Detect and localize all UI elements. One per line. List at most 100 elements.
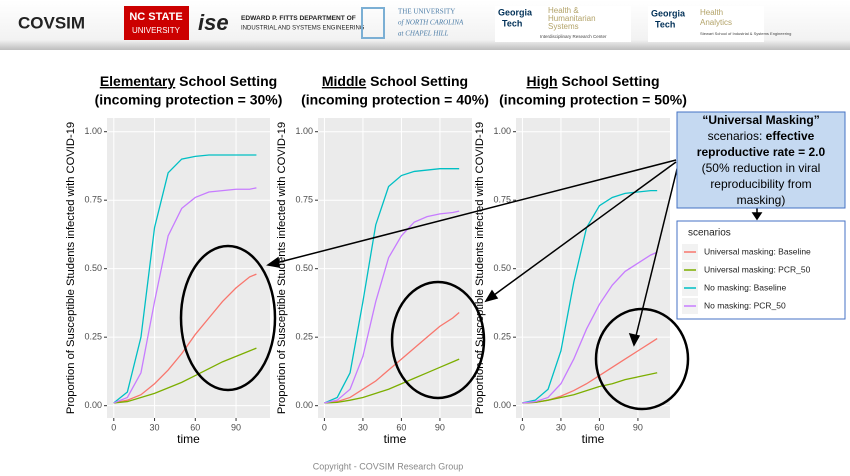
annotation-text: effective: [766, 129, 815, 143]
y-tick-label: 0.75: [84, 195, 102, 205]
logo-text: Tech: [655, 19, 675, 29]
app-title: COVSIM: [18, 13, 85, 32]
annotation: “Universal Masking” scenarios: effective r…: [697, 113, 826, 207]
chart-title: High School Setting: [527, 73, 660, 89]
x-axis-label: time: [384, 432, 407, 446]
logo-text: Systems: [548, 22, 579, 31]
annotation-line: “Universal Masking”: [702, 113, 819, 127]
y-tick-label: 0.00: [295, 400, 313, 410]
legend-label: Universal masking: Baseline: [704, 246, 811, 256]
logo-text: Stewart School of Industrial & Systems E…: [700, 31, 791, 36]
annotation-line: scenarios: effective: [708, 129, 815, 143]
x-tick-label: 60: [190, 422, 200, 432]
y-tick-label: 0.25: [493, 332, 511, 342]
arrow-head: [266, 256, 280, 268]
logo-text: Tech: [502, 18, 522, 28]
y-axis-label: Proportion of Susceptible Students infec…: [65, 122, 77, 414]
x-tick-label: 0: [520, 422, 525, 432]
y-tick-label: 0.00: [84, 400, 102, 410]
series-line: [113, 347, 257, 404]
series-line: [324, 168, 460, 404]
plot-panel: [516, 118, 670, 418]
legend-title: scenarios: [688, 228, 731, 239]
logo-text: Health &: [548, 6, 579, 15]
series-line: [522, 189, 658, 404]
logo-text: EDWARD P. FITTS DEPARTMENT OF: [241, 15, 356, 22]
y-tick-label: 0.75: [295, 195, 313, 205]
logo-text: Analytics: [700, 18, 732, 27]
arrow: [489, 161, 677, 299]
y-tick-label: 1.00: [84, 126, 102, 136]
chart-title-rest: School Setting: [175, 73, 277, 89]
logo-unc-mark: [361, 7, 385, 39]
legend-label: No masking: Baseline: [704, 282, 786, 292]
logo-text: UNIVERSITY: [132, 26, 181, 35]
arrow-head: [628, 332, 641, 347]
series-line: [324, 358, 460, 404]
y-tick-label: 0.50: [295, 263, 313, 273]
legend-label: Universal masking: PCR_50: [704, 264, 811, 274]
x-tick-label: 0: [322, 422, 327, 432]
annotation-text: “Universal Masking”: [702, 113, 819, 127]
y-tick-label: 0.75: [493, 195, 511, 205]
arrow: [271, 159, 677, 265]
series-line: [324, 210, 460, 404]
arrows: [266, 159, 763, 347]
series-line: [113, 154, 257, 404]
annotation-line: masking): [737, 193, 786, 207]
logo-text: at CHAPEL HILL: [398, 30, 449, 38]
series-line: [522, 372, 658, 404]
series-line: [113, 273, 257, 404]
y-tick-label: 0.25: [295, 332, 313, 342]
arrow: [634, 164, 679, 341]
logo-text: Humanitarian: [548, 14, 596, 23]
logo-ise: ise: [198, 10, 229, 35]
y-tick-label: 0.25: [84, 332, 102, 342]
logo-text: of NORTH CAROLINA: [398, 19, 464, 27]
logo-text: Georgia: [498, 7, 533, 17]
legend: Universal masking: Baseline Universal mas…: [682, 244, 811, 314]
highlight-ellipse: [390, 280, 486, 400]
chart-subtitle: (incoming protection = 30%): [95, 92, 283, 108]
plot-panel: [318, 118, 472, 418]
annotation-box: [676, 111, 846, 209]
series-line: [522, 251, 658, 404]
logo-text: Health: [700, 8, 723, 17]
y-axis-label: Proportion of Susceptible Students infec…: [474, 122, 486, 414]
logo-text: NC STATE: [129, 11, 182, 23]
x-tick-label: 0: [111, 422, 116, 432]
x-axis-label: time: [582, 432, 605, 446]
y-axis-label: Proportion of Susceptible Students infec…: [276, 122, 288, 414]
plot-panel: [107, 118, 270, 418]
arrow-head: [751, 212, 763, 221]
annotation-text: masking): [737, 193, 786, 207]
highlight-ellipse: [179, 244, 277, 392]
annotation-text: (50% reduction in viral: [702, 161, 821, 175]
y-tick-label: 1.00: [493, 126, 511, 136]
chart-title: Elementary School Setting: [100, 73, 277, 89]
x-tick-label: 90: [633, 422, 643, 432]
annotation-text: scenarios:: [708, 129, 766, 143]
logo-gt: [648, 6, 764, 42]
chart-title-lead: High: [527, 73, 558, 89]
logo-text: Georgia: [651, 8, 686, 18]
x-axis-label: time: [177, 432, 200, 446]
annotation-line: reproducibility from: [710, 177, 811, 191]
y-tick-label: 1.00: [295, 126, 313, 136]
charts: Elementary School Setting (incoming prote…: [65, 73, 687, 446]
legend-box: [676, 220, 846, 320]
x-tick-label: 90: [231, 422, 241, 432]
y-tick-label: 0.00: [493, 400, 511, 410]
chart-title: Middle School Setting: [322, 73, 468, 89]
logo-text: Interdisciplinary Research Center: [540, 34, 607, 39]
x-tick-label: 90: [435, 422, 445, 432]
x-tick-label: 60: [594, 422, 604, 432]
chart-title-rest: School Setting: [558, 73, 660, 89]
x-tick-label: 60: [396, 422, 406, 432]
arrow-head: [484, 289, 499, 303]
x-tick-label: 30: [150, 422, 160, 432]
logo-gt: [495, 6, 631, 42]
y-tick-label: 0.50: [493, 263, 511, 273]
x-tick-label: 30: [556, 422, 566, 432]
